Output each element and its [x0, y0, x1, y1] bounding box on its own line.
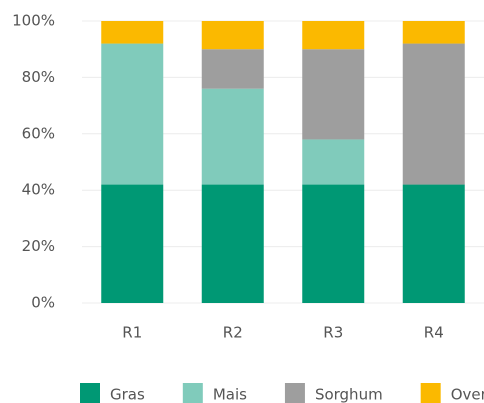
legend-label: Overige — [451, 386, 484, 403]
legend-swatch — [182, 383, 203, 403]
legend-swatch — [80, 383, 100, 403]
bar-segment — [402, 184, 465, 303]
legend-label: Gras — [110, 386, 145, 403]
y-tick-label: 60% — [22, 124, 55, 142]
x-tick-label: R2 — [223, 324, 243, 342]
x-tick-label: R1 — [122, 324, 142, 342]
bar-segment — [201, 21, 264, 50]
bar-segment — [302, 184, 365, 303]
y-tick-label: 0% — [31, 294, 55, 312]
bar-segment — [201, 184, 264, 303]
y-tick-label: 40% — [22, 181, 55, 199]
y-tick-label: 20% — [22, 237, 55, 255]
y-tick-label: 100% — [12, 12, 55, 30]
bar-segment — [201, 49, 264, 89]
x-tick-label: R3 — [323, 324, 343, 342]
bar-segment — [302, 49, 365, 140]
bar-segment — [402, 21, 465, 44]
legend-label: Mais — [213, 386, 247, 403]
legend-swatch — [284, 383, 305, 403]
bar-segment — [302, 21, 365, 50]
legend-swatch — [420, 383, 441, 403]
x-tick-label: R4 — [424, 324, 444, 342]
bar-segment — [201, 88, 264, 185]
y-tick-label: 80% — [22, 68, 55, 86]
bar-segment — [302, 139, 365, 185]
bar-segment — [101, 184, 164, 303]
legend-label: Sorghum — [315, 386, 383, 403]
bar-segment — [402, 43, 465, 185]
bar-segment — [101, 43, 164, 185]
bar-segment — [101, 21, 164, 44]
